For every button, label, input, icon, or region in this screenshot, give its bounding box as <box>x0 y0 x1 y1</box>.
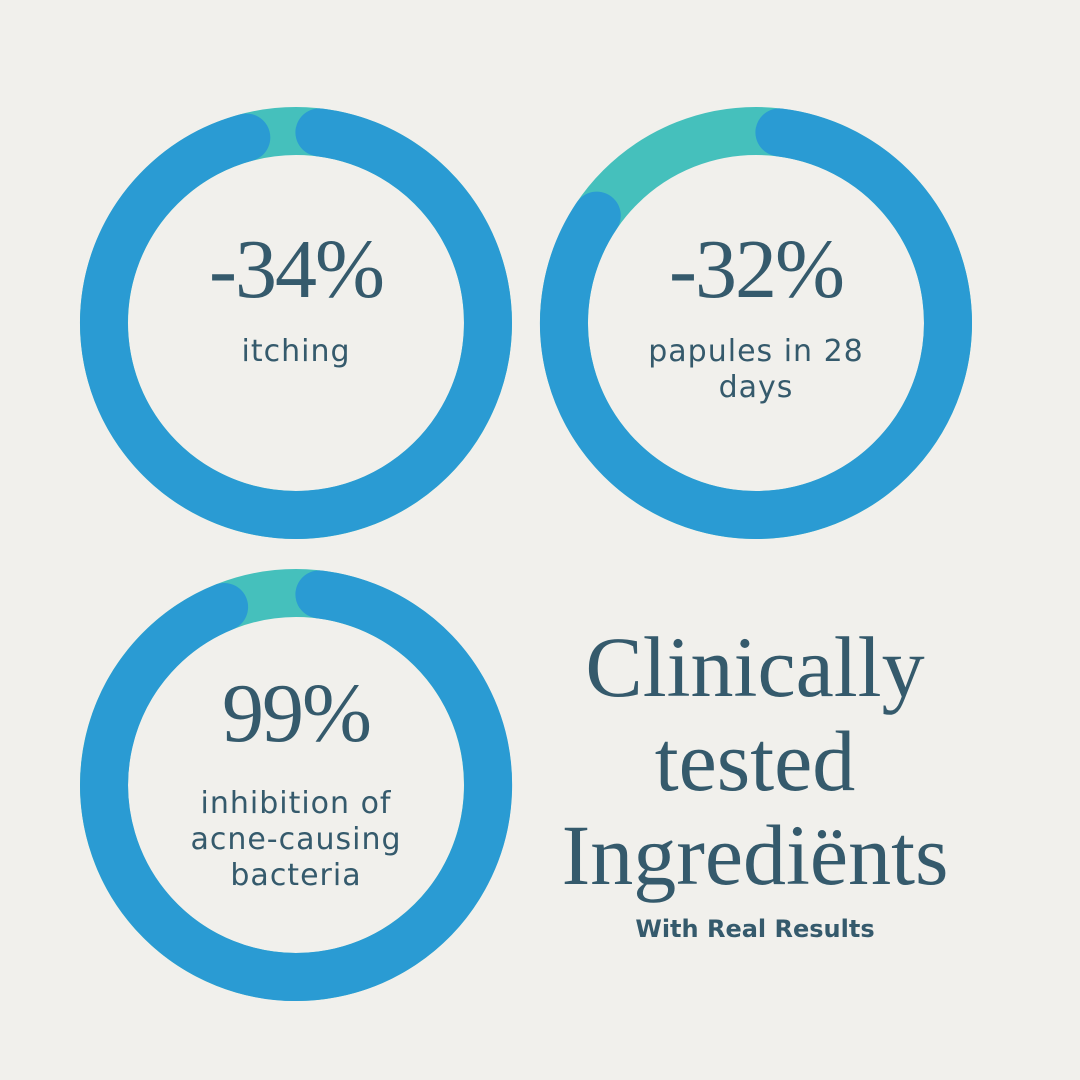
stat-value: -34% <box>209 223 385 316</box>
stat: 99% inhibition of acne-causing bacteria <box>146 672 446 894</box>
stat: -34% itching <box>146 228 446 370</box>
ring-arc <box>539 108 972 539</box>
heading-line: tested <box>654 713 856 809</box>
stat-value: 99% <box>222 667 372 760</box>
stat-label: inhibition of acne-causing bacteria <box>190 786 402 893</box>
heading-line: Clinically <box>585 619 925 715</box>
stat-label: papules in 28 days <box>648 334 864 405</box>
stat-value: -32% <box>669 223 845 316</box>
ring-arc <box>79 108 512 539</box>
ring-arc <box>80 570 513 1001</box>
heading-line: Ingrediënts <box>561 807 949 903</box>
stat-label: itching <box>241 334 351 369</box>
stat: -32% papules in 28 days <box>606 228 906 406</box>
heading: Clinically tested Ingrediënts <box>520 620 990 902</box>
subtitle: With Real Results <box>635 915 875 943</box>
